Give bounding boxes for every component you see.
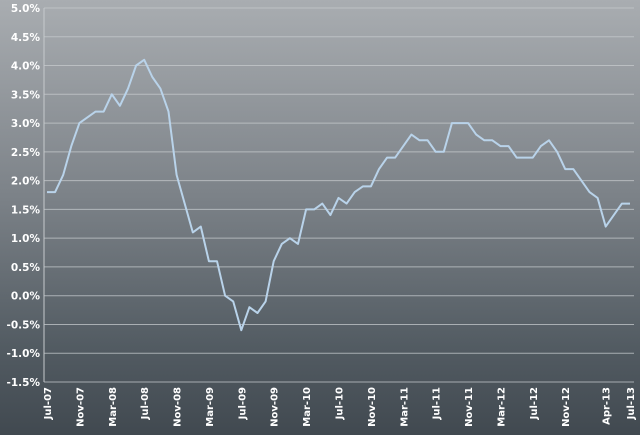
x-axis-ticks: Jul-07 Nov-07 Mar-08 Jul-08 Nov-08 Mar-09 Jul-… [43, 387, 637, 427]
x-tick-label: Mar-11 [399, 387, 410, 427]
y-tick-label: 0.5% [11, 262, 41, 274]
y-tick-label: -0.5% [7, 319, 41, 331]
x-tick-label: Nov-12 [561, 387, 572, 427]
x-tick-label: Jul-08 [140, 387, 151, 420]
y-tick-label: 1.5% [11, 204, 41, 216]
series-line [47, 58, 630, 332]
y-tick-label: 1.0% [11, 233, 41, 245]
gridlines [43, 7, 634, 383]
y-tick-label: 0.0% [11, 291, 41, 303]
x-tick-label: Jul-10 [335, 387, 346, 420]
x-tick-label: Mar-10 [302, 387, 313, 427]
x-tick-label: Nov-07 [75, 387, 86, 427]
x-tick-label: Jul-13 [626, 387, 637, 420]
y-tick-label: 2.5% [11, 147, 41, 159]
x-tick-label: Mar-08 [108, 387, 119, 427]
y-tick-label: 2.0% [11, 176, 41, 188]
x-tick-label: Jul-09 [237, 387, 248, 420]
x-tick-label: Nov-11 [464, 387, 475, 427]
x-tick-label: Apr-13 [602, 387, 613, 425]
x-tick-label: Jul-07 [43, 387, 54, 420]
y-tick-label: 5.0% [11, 3, 41, 15]
x-tick-label: Mar-09 [205, 387, 216, 427]
x-tick-label: Nov-10 [367, 387, 378, 427]
y-tick-label: 3.0% [11, 118, 41, 130]
x-tick-label: Jul-11 [432, 387, 443, 420]
y-tick-label: -1.0% [7, 348, 41, 360]
x-tick-label: Nov-09 [270, 387, 281, 427]
y-tick-label: 3.5% [11, 89, 41, 101]
y-tick-label: -1.5% [7, 377, 41, 389]
x-tick-label: Mar-12 [496, 387, 507, 427]
y-tick-label: 4.5% [11, 32, 41, 44]
y-axis-ticks: 5.0% 4.5% 4.0% 3.5% 3.0% 2.5% 2.0% 1.5% 1.0% 0.5%… [7, 3, 41, 389]
series-group [47, 58, 630, 332]
x-tick-label: Nov-08 [173, 387, 184, 427]
x-tick-label: Jul-12 [529, 387, 540, 420]
y-tick-label: 4.0% [11, 61, 41, 73]
